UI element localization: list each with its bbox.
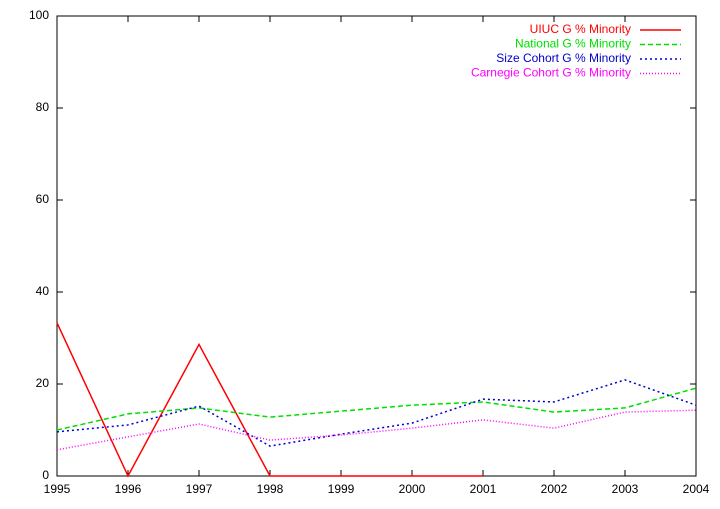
legend-label: Size Cohort G % Minority	[496, 51, 631, 65]
x-tick-label: 2003	[612, 482, 639, 496]
x-tick-label: 1999	[328, 482, 355, 496]
x-tick-label: 1997	[186, 482, 213, 496]
y-tick-label: 40	[36, 284, 50, 298]
x-tick-label: 1995	[44, 482, 71, 496]
x-tick-label: 2002	[541, 482, 568, 496]
legend-label: UIUC G % Minority	[530, 22, 631, 36]
y-tick-label: 20	[36, 376, 50, 390]
x-tick-label: 2001	[470, 482, 497, 496]
x-tick-label: 1998	[257, 482, 284, 496]
y-tick-label: 100	[29, 8, 49, 22]
legend-label: National G % Minority	[515, 37, 631, 51]
y-tick-label: 0	[42, 468, 49, 482]
x-tick-label: 2000	[399, 482, 426, 496]
legend-label: Carnegie Cohort G % Minority	[471, 66, 631, 80]
series-line	[56, 322, 483, 478]
y-tick-label: 60	[36, 192, 50, 206]
plot-frame	[56, 15, 697, 477]
series-line	[56, 379, 697, 447]
x-tick-label: 1996	[115, 482, 142, 496]
series-line	[56, 409, 697, 451]
series-line	[56, 387, 697, 431]
y-tick-label: 80	[36, 100, 50, 114]
x-tick-label: 2004	[683, 482, 710, 496]
